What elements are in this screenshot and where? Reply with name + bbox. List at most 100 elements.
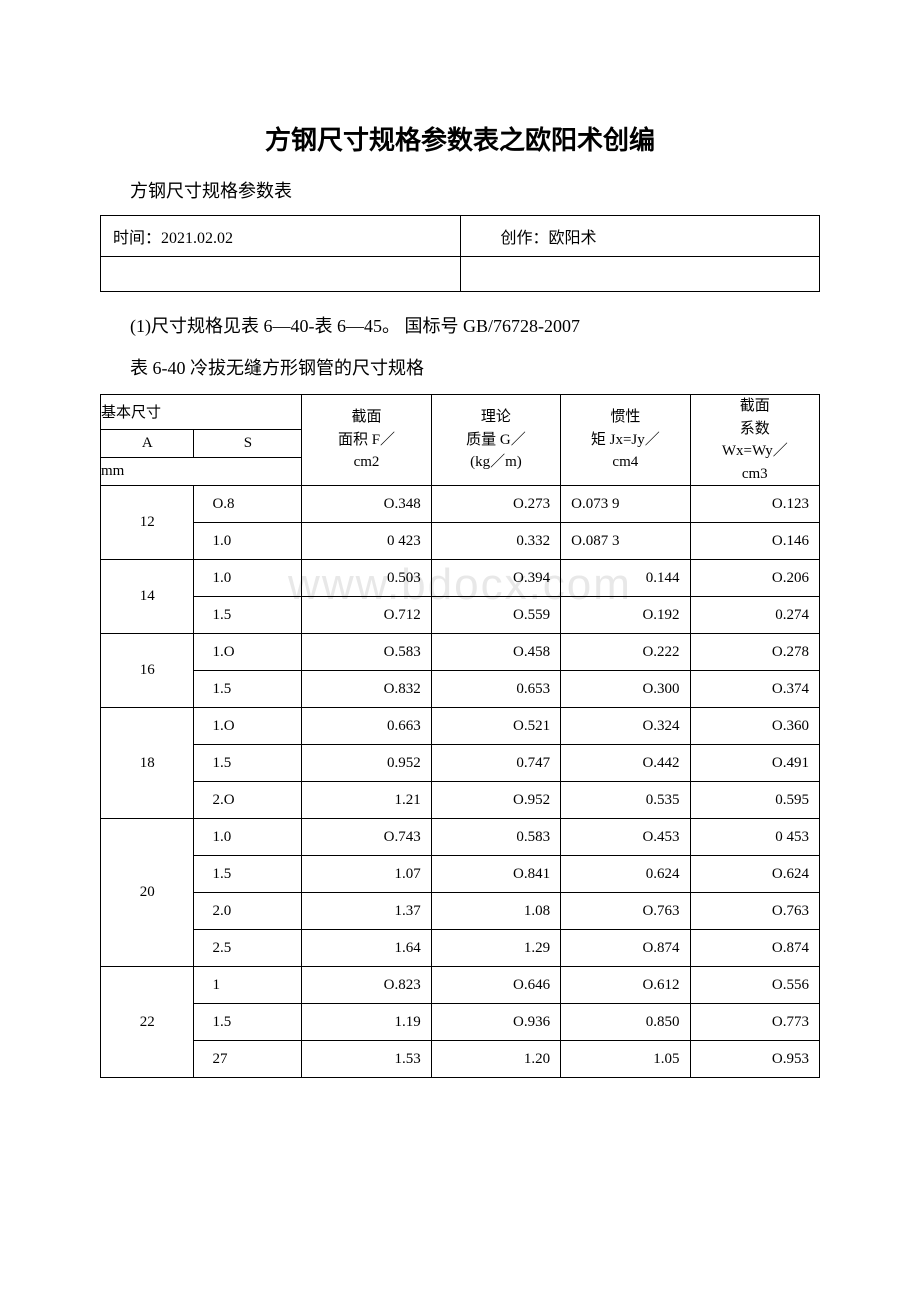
cell-S: 1.5 — [194, 745, 302, 782]
header-W: 截面 系数 Wx=Wy／ cm3 — [690, 395, 819, 486]
cell-W: 0.595 — [690, 782, 819, 819]
header-J-l3: cm4 — [561, 451, 689, 474]
cell-G: O.952 — [431, 782, 560, 819]
meta-time-cell: 时间：2021.02.02 — [101, 216, 461, 257]
cell-F: O.348 — [302, 486, 431, 523]
table-row: 2.01.371.08O.763O.763 — [101, 893, 820, 930]
cell-G: 1.20 — [431, 1041, 560, 1078]
cell-G: O.273 — [431, 486, 560, 523]
cell-S: 2.0 — [194, 893, 302, 930]
cell-W: O.874 — [690, 930, 819, 967]
cell-G: O.394 — [431, 560, 560, 597]
cell-G: O.936 — [431, 1004, 560, 1041]
cell-W: O.206 — [690, 560, 819, 597]
note-spec: (1)尺寸规格见表 6—40-表 6—45。 国标号 GB/76728-2007 — [130, 312, 820, 338]
cell-J: O.073 9 — [561, 486, 690, 523]
header-F-l2: 面积 F／ — [302, 429, 430, 452]
cell-W: 0.274 — [690, 597, 819, 634]
cell-F: 1.19 — [302, 1004, 431, 1041]
cell-F: O.712 — [302, 597, 431, 634]
cell-G: 0.653 — [431, 671, 560, 708]
cell-W: O.556 — [690, 967, 819, 1004]
meta-empty-2 — [460, 257, 820, 292]
table-row: 181.O0.663O.521O.324O.360 — [101, 708, 820, 745]
cell-W: O.360 — [690, 708, 819, 745]
cell-F: O.743 — [302, 819, 431, 856]
cell-F: 1.64 — [302, 930, 431, 967]
table-row: 1.51.07O.8410.624O.624 — [101, 856, 820, 893]
cell-J: O.612 — [561, 967, 690, 1004]
cell-A: 16 — [101, 634, 194, 708]
cell-S: 1.0 — [194, 523, 302, 560]
table-row: 12O.8O.348O.273O.073 9O.123 — [101, 486, 820, 523]
cell-S: 1.5 — [194, 856, 302, 893]
cell-F: 1.53 — [302, 1041, 431, 1078]
cell-J: O.324 — [561, 708, 690, 745]
cell-G: O.841 — [431, 856, 560, 893]
table-row: 1.5O.8320.653O.300O.374 — [101, 671, 820, 708]
cell-A: 12 — [101, 486, 194, 560]
meta-author-cell: 创作：欧阳术 — [460, 216, 820, 257]
cell-G: 1.29 — [431, 930, 560, 967]
header-G: 理论 质量 G／ (kg／m) — [431, 395, 560, 486]
cell-W: O.146 — [690, 523, 819, 560]
cell-W: O.953 — [690, 1041, 819, 1078]
cell-J: O.222 — [561, 634, 690, 671]
cell-G: 0.332 — [431, 523, 560, 560]
header-G-l3: (kg／m) — [432, 451, 560, 474]
cell-J: 1.05 — [561, 1041, 690, 1078]
cell-G: 0.747 — [431, 745, 560, 782]
cell-S: 1.O — [194, 634, 302, 671]
cell-W: O.374 — [690, 671, 819, 708]
cell-J: O.763 — [561, 893, 690, 930]
header-G-l2: 质量 G／ — [432, 429, 560, 452]
time-value: 2021.02.02 — [161, 230, 233, 247]
header-J-l1: 惯性 — [561, 406, 689, 429]
cell-J: O.442 — [561, 745, 690, 782]
page-title: 方钢尺寸规格参数表之欧阳术创编 — [100, 120, 820, 157]
cell-G: O.521 — [431, 708, 560, 745]
cell-A: 20 — [101, 819, 194, 967]
cell-F: 1.07 — [302, 856, 431, 893]
table-row: 1.5O.712O.559O.1920.274 — [101, 597, 820, 634]
cell-W: O.491 — [690, 745, 819, 782]
cell-F: 0.663 — [302, 708, 431, 745]
note-table-title: 表 6-40 冷拔无缝方形钢管的尺寸规格 — [130, 354, 820, 380]
cell-G: O.559 — [431, 597, 560, 634]
table-row: 141.00.503O.3940.144O.206 — [101, 560, 820, 597]
cell-J: 0.535 — [561, 782, 690, 819]
meta-table: 时间：2021.02.02 创作：欧阳术 — [100, 215, 820, 292]
header-A: A — [101, 429, 194, 457]
header-J: 惯性 矩 Jx=Jy／ cm4 — [561, 395, 690, 486]
header-basic: 基本尺寸 — [101, 395, 302, 430]
cell-S: 1.5 — [194, 1004, 302, 1041]
cell-S: 1 — [194, 967, 302, 1004]
header-W-l1: 截面 — [691, 395, 819, 418]
cell-F: 0.952 — [302, 745, 431, 782]
cell-W: O.123 — [690, 486, 819, 523]
time-label: 时间： — [113, 230, 161, 247]
cell-W: O.278 — [690, 634, 819, 671]
table-row: 1.00 4230.332O.087 3O.146 — [101, 523, 820, 560]
table-row: 161.OO.583O.458O.222O.278 — [101, 634, 820, 671]
data-table: 基本尺寸 截面 面积 F／ cm2 理论 质量 G／ (kg／m) 惯性 矩 J — [100, 394, 820, 1078]
table-row: 201.0O.7430.583O.4530 453 — [101, 819, 820, 856]
cell-W: 0 453 — [690, 819, 819, 856]
cell-J: 0.624 — [561, 856, 690, 893]
cell-S: 1.5 — [194, 671, 302, 708]
cell-F: O.583 — [302, 634, 431, 671]
cell-F: O.832 — [302, 671, 431, 708]
cell-S: 27 — [194, 1041, 302, 1078]
cell-W: O.773 — [690, 1004, 819, 1041]
cell-W: O.763 — [690, 893, 819, 930]
cell-J: O.192 — [561, 597, 690, 634]
cell-F: 0 423 — [302, 523, 431, 560]
header-F-l3: cm2 — [302, 451, 430, 474]
header-F: 截面 面积 F／ cm2 — [302, 395, 431, 486]
cell-S: 1.0 — [194, 560, 302, 597]
header-mm: mm — [101, 457, 302, 485]
cell-J: 0.850 — [561, 1004, 690, 1041]
subtitle: 方钢尺寸规格参数表 — [130, 177, 820, 203]
table-row: 2.51.641.29O.874O.874 — [101, 930, 820, 967]
header-S: S — [194, 429, 302, 457]
